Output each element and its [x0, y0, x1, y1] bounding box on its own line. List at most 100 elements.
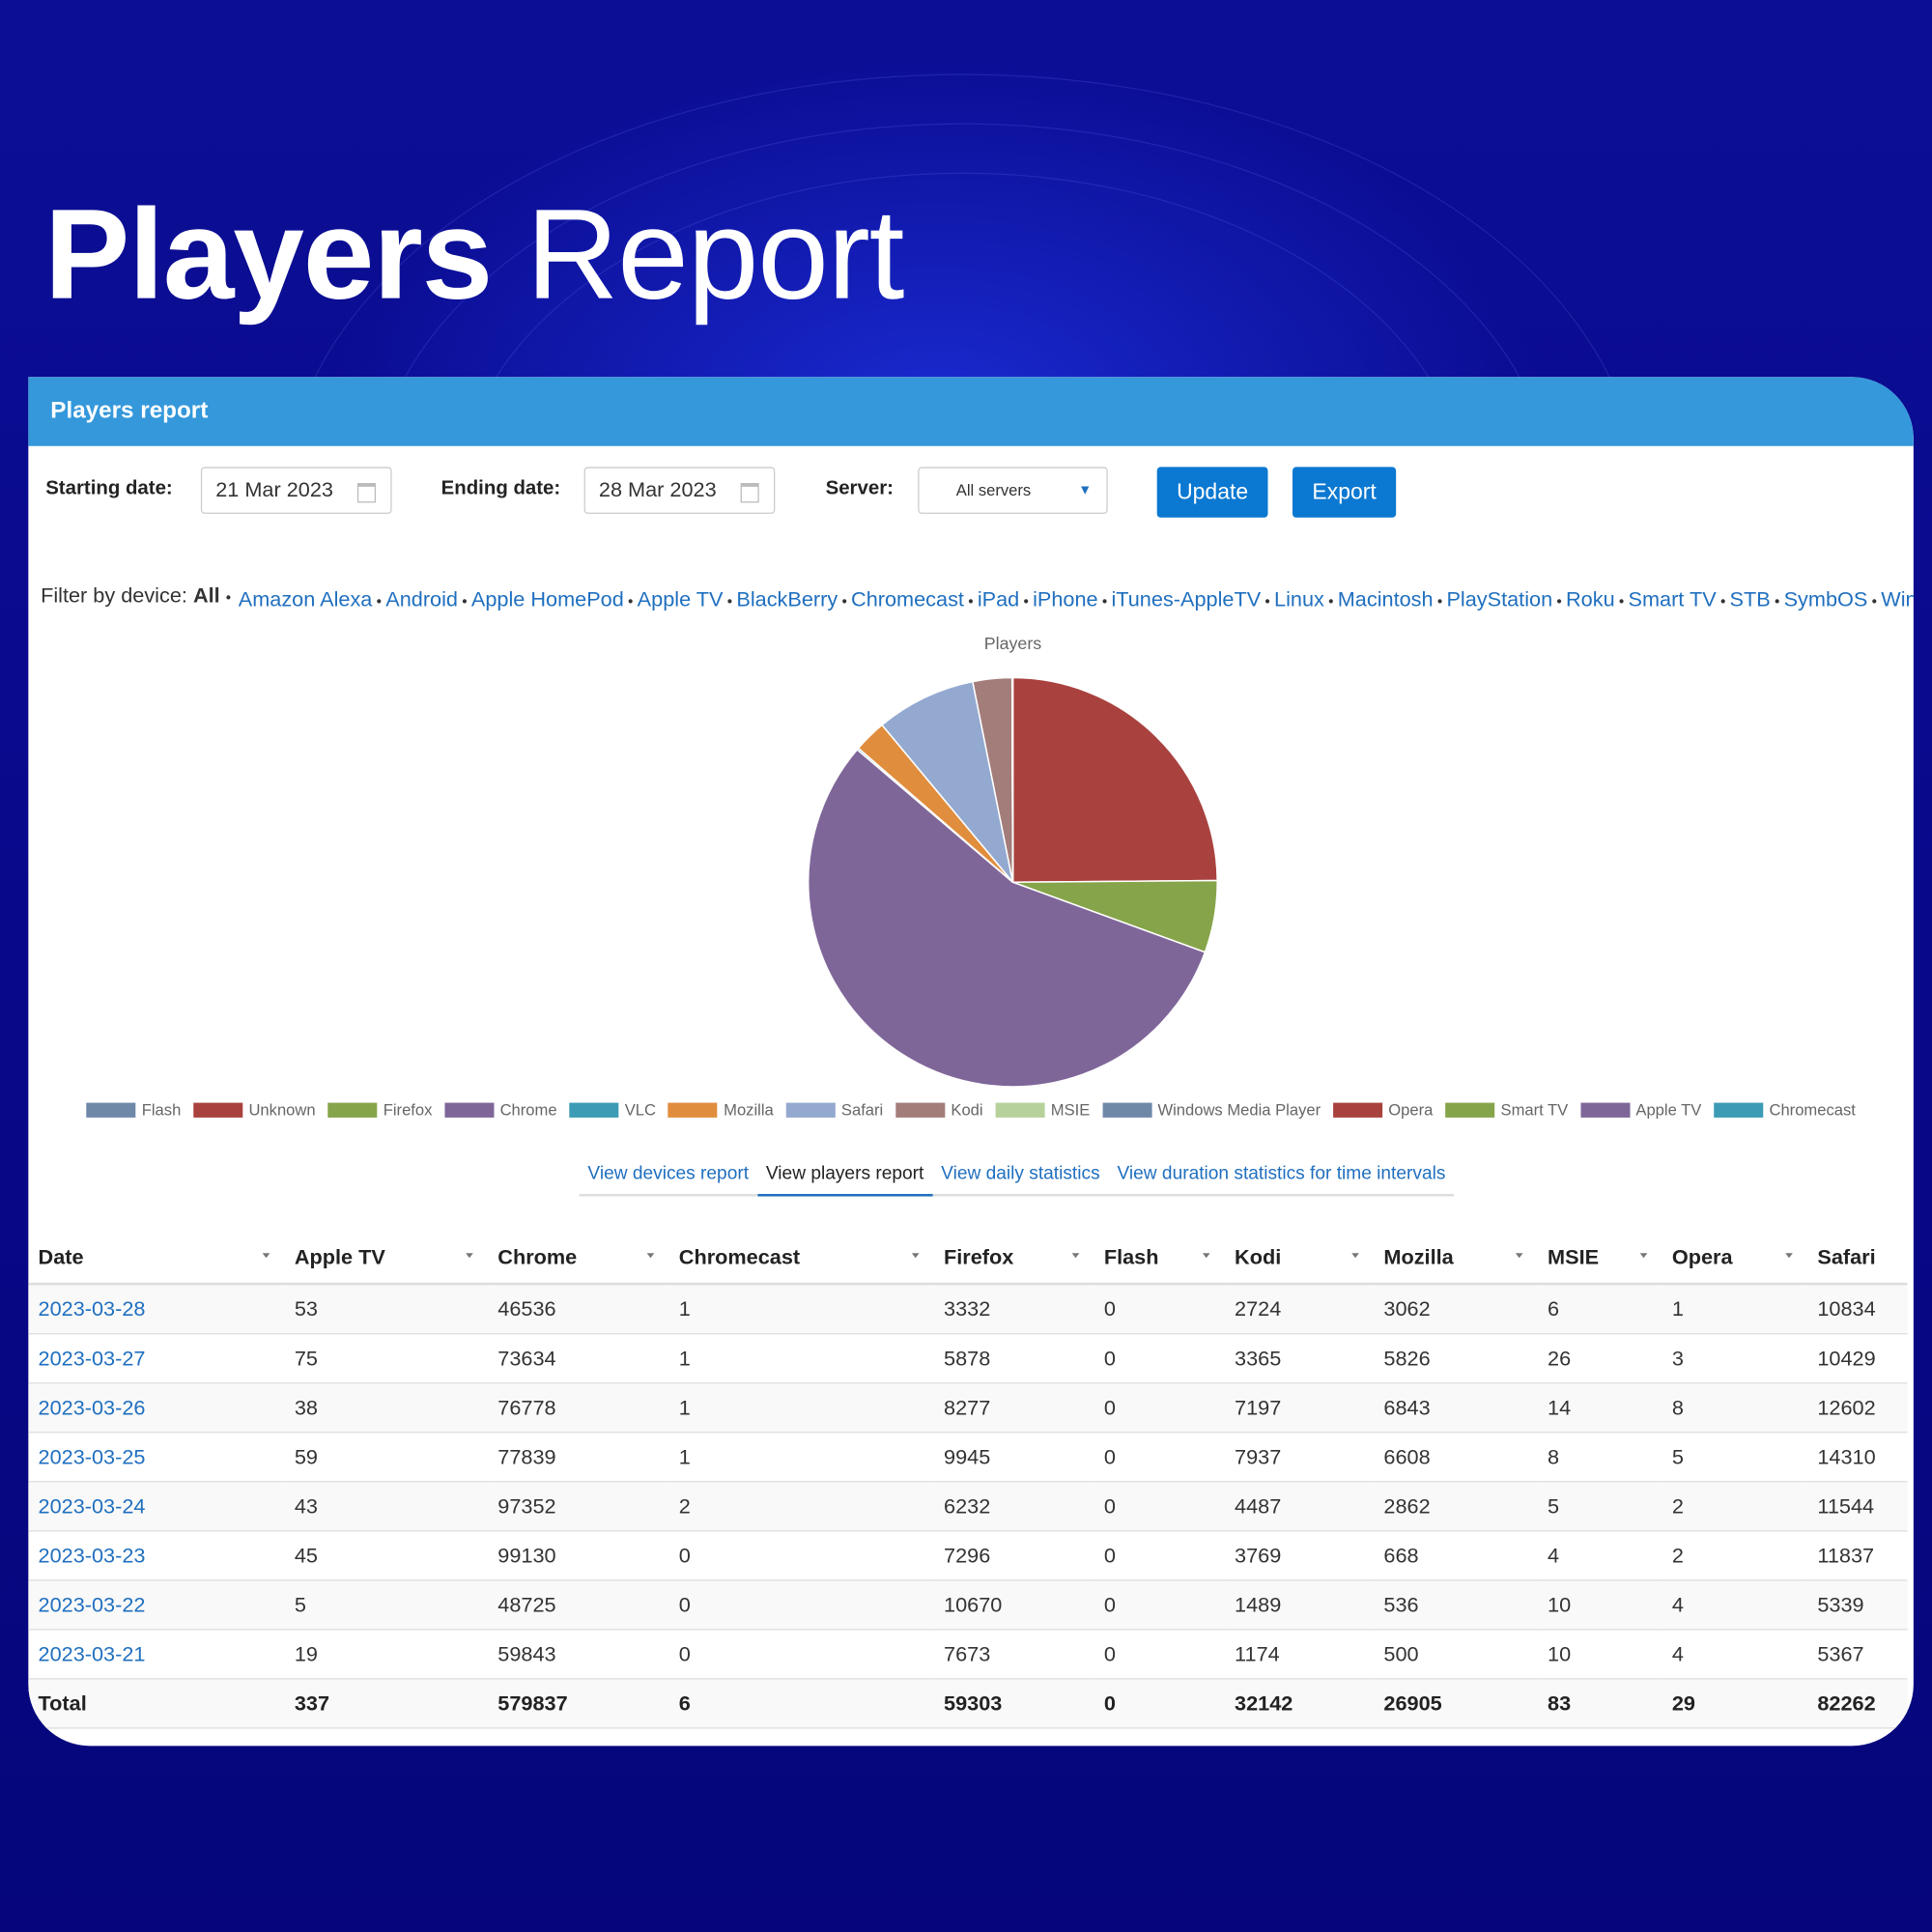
table-cell: 3062 — [1374, 1284, 1538, 1335]
date-link[interactable]: 2023-03-25 — [38, 1444, 146, 1468]
table-cell: 1 — [1662, 1284, 1808, 1335]
table-cell: 7937 — [1224, 1432, 1375, 1483]
table-row: 2023-03-25 59 77839 1 9945 0 7937 6608 8 5 14310 — [28, 1432, 1908, 1483]
column-header[interactable]: Safari — [1807, 1233, 1908, 1286]
device-link[interactable]: SymbOS — [1771, 587, 1868, 611]
device-link[interactable]: Smart TV — [1615, 587, 1717, 611]
legend-label: Kodi — [951, 1100, 983, 1120]
legend-item: Chromecast — [1714, 1100, 1856, 1119]
table-cell: 11837 — [1807, 1530, 1908, 1581]
table-cell: 0 — [1094, 1530, 1225, 1581]
device-link[interactable]: Chromecast — [838, 587, 964, 611]
column-title: MSIE — [1548, 1245, 1600, 1269]
sort-icon — [911, 1253, 920, 1259]
table-cell: 10 — [1537, 1579, 1662, 1631]
end-input[interactable]: 28 Mar 2023 — [583, 467, 776, 514]
legend-item: Unknown — [193, 1100, 316, 1119]
page-title: Players Report — [44, 183, 905, 329]
column-header[interactable]: Flash — [1094, 1233, 1225, 1286]
column-header[interactable]: MSIE — [1537, 1233, 1662, 1286]
table-cell: 97352 — [488, 1481, 669, 1532]
legend-item: Mozilla — [668, 1100, 774, 1119]
table-cell: 5367 — [1807, 1629, 1908, 1680]
table-cell: 53 — [284, 1284, 489, 1335]
start-label: Starting date: — [45, 477, 173, 499]
date-link[interactable]: 2023-03-27 — [38, 1346, 146, 1370]
table-cell: 59 — [284, 1432, 489, 1483]
pie-slice — [880, 680, 1014, 883]
legend-item: Opera — [1332, 1100, 1433, 1119]
table-cell: 59843 — [488, 1629, 669, 1680]
column-header[interactable]: Firefox — [933, 1233, 1094, 1286]
title-light: Report — [526, 184, 905, 327]
legend-label: Safari — [840, 1100, 884, 1120]
legend-label: Mozilla — [724, 1100, 774, 1120]
tab[interactable]: View players report — [756, 1158, 933, 1197]
legend-swatch — [86, 1101, 136, 1118]
table-cell: 3365 — [1224, 1333, 1375, 1384]
end-value: 28 Mar 2023 — [598, 477, 717, 502]
export-button[interactable]: Export — [1293, 467, 1397, 518]
report-card: Players report Starting date: 21 Mar 202… — [28, 377, 1914, 1747]
table-cell: 2023-03-22 — [28, 1579, 285, 1631]
table-cell: 99130 — [488, 1530, 669, 1581]
start-input[interactable]: 21 Mar 2023 — [200, 467, 392, 514]
device-link[interactable]: Apple TV — [624, 587, 724, 611]
device-link[interactable]: Amazon Alexa — [238, 587, 373, 611]
table-cell: 3 — [1662, 1333, 1808, 1384]
date-link[interactable]: 2023-03-24 — [38, 1493, 146, 1518]
legend-swatch — [895, 1101, 946, 1118]
legend-item: Chrome — [444, 1100, 557, 1119]
table-row: 2023-03-28 53 46536 1 3332 0 2724 3062 6 1 10834 — [28, 1284, 1908, 1335]
device-link[interactable]: Linux — [1261, 587, 1324, 611]
device-link[interactable]: STB — [1717, 587, 1771, 611]
device-link[interactable]: Macintosh — [1324, 587, 1434, 611]
date-link[interactable]: 2023-03-28 — [38, 1296, 146, 1321]
column-header[interactable]: Chrome — [488, 1233, 669, 1286]
tab[interactable]: View duration statistics for time interv… — [1117, 1163, 1446, 1184]
table-cell: 14310 — [1807, 1432, 1908, 1483]
device-link[interactable]: Android — [372, 587, 458, 611]
device-link[interactable]: Windows — [1867, 587, 1913, 611]
table-cell: 0 — [1094, 1432, 1225, 1483]
legend-swatch — [1102, 1101, 1152, 1118]
device-link[interactable]: Apple HomePod — [458, 587, 624, 611]
date-link[interactable]: 2023-03-21 — [38, 1641, 146, 1665]
legend-swatch — [785, 1101, 836, 1118]
legend-item: MSIE — [995, 1100, 1090, 1119]
table-cell: 48725 — [488, 1579, 669, 1631]
column-header[interactable]: Chromecast — [668, 1233, 934, 1286]
date-link[interactable]: 2023-03-26 — [38, 1395, 146, 1419]
table-cell: 46536 — [488, 1284, 669, 1335]
legend-label: VLC — [624, 1100, 656, 1120]
column-header[interactable]: Opera — [1662, 1233, 1808, 1286]
device-link[interactable]: iTunes-AppleTV — [1098, 587, 1262, 611]
tab[interactable]: View daily statistics — [941, 1163, 1100, 1184]
start-value: 21 Mar 2023 — [215, 477, 333, 502]
column-header[interactable]: Date — [28, 1233, 285, 1286]
column-header[interactable]: Apple TV — [284, 1233, 489, 1286]
update-button[interactable]: Update — [1156, 467, 1268, 518]
device-link[interactable]: iPad — [964, 587, 1019, 611]
column-header[interactable]: Mozilla — [1374, 1233, 1538, 1286]
table-cell: 5826 — [1374, 1333, 1538, 1384]
column-title: Chrome — [497, 1245, 578, 1269]
column-header[interactable]: Kodi — [1224, 1233, 1375, 1286]
sort-icon — [466, 1253, 473, 1259]
filter-current: All — [192, 583, 220, 608]
device-link[interactable]: PlayStation — [1434, 587, 1553, 611]
table-cell: 12602 — [1807, 1382, 1908, 1434]
date-link[interactable]: 2023-03-23 — [38, 1543, 146, 1567]
device-link[interactable]: Roku — [1552, 587, 1614, 611]
table-cell: 5 — [1662, 1432, 1808, 1483]
tab[interactable]: View devices report — [587, 1163, 750, 1184]
server-select[interactable]: All servers ▼ — [918, 467, 1108, 514]
total-cell: 59303 — [933, 1678, 1094, 1729]
table-cell: 2023-03-27 — [28, 1333, 285, 1384]
device-link[interactable]: iPhone — [1019, 587, 1097, 611]
legend-swatch — [995, 1101, 1045, 1118]
date-link[interactable]: 2023-03-22 — [38, 1592, 146, 1616]
device-link[interactable]: BlackBerry — [723, 587, 838, 611]
sort-icon — [262, 1253, 270, 1259]
table-cell: 8 — [1662, 1382, 1808, 1434]
